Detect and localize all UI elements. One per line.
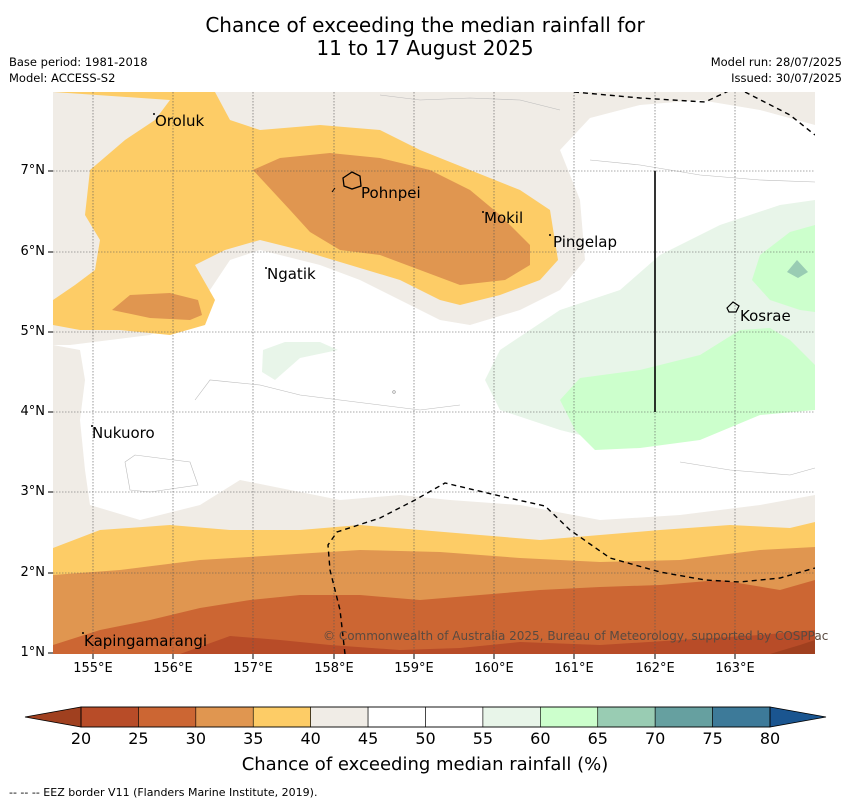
eez-footnote: -- -- -- EEZ border V11 (Flanders Marine…: [9, 786, 318, 799]
gridlines: [53, 92, 815, 654]
copyright-notice: © Commonwealth of Australia 2025, Bureau…: [323, 629, 829, 643]
mokil-marker: [482, 211, 484, 213]
place-label-nukuoro: Nukuoro: [92, 424, 155, 442]
pingelap-marker: [549, 234, 551, 236]
colorbar-cell: [712, 706, 771, 728]
lat-label-3n: 3°N: [20, 484, 46, 499]
lon-label-157e: 157°E: [233, 661, 273, 676]
lon-label-159e: 159°E: [394, 661, 434, 676]
colorbar-cells: [80, 706, 771, 728]
colorbar-tick-label: 45: [357, 729, 379, 748]
colorbar-tick-label: 70: [644, 729, 666, 748]
lat-label-7n: 7°N: [20, 163, 46, 178]
colorbar-cell: [80, 706, 139, 728]
lon-label-160e: 160°E: [474, 661, 514, 676]
eez-border: [327, 92, 815, 654]
lat-label-1n: 1°N: [20, 645, 46, 660]
colorbar-tick-label: 55: [472, 729, 494, 748]
lon-label-156e: 156°E: [153, 661, 193, 676]
colorbar-frame: [80, 706, 771, 728]
model-name: Model: ACCESS-S2: [9, 71, 116, 85]
title-line-1: Chance of exceeding the median rainfall …: [205, 13, 645, 37]
place-label-kapingamarangi: Kapingamarangi: [84, 632, 208, 650]
colorbar-right-arrow: [769, 706, 827, 728]
place-label-ngatik: Ngatik: [267, 265, 316, 283]
colorbar-cell: [195, 706, 254, 728]
meta-right: Model run: 28/07/2025 Issued: 30/07/2025: [711, 54, 842, 86]
colorbar-cell: [482, 706, 541, 728]
place-label-mokil: Mokil: [484, 209, 524, 227]
colorbar-title: Chance of exceeding median rainfall (%): [241, 754, 609, 775]
pohnpei-island-outline: [342, 171, 362, 190]
model-run: Model run: 28/07/2025: [710, 55, 842, 69]
lat-label-2n: 2°N: [20, 565, 46, 580]
kapingamarangi-marker: [82, 632, 84, 634]
ngatik-marker: [265, 267, 267, 269]
colorbar-cell: [425, 706, 484, 728]
colorbar-tick-label: 20: [70, 729, 92, 748]
lat-label-6n: 6°N: [20, 244, 46, 259]
issued-date: Issued: 30/07/2025: [731, 71, 842, 85]
lat-label-5n: 5°N: [20, 324, 46, 339]
lon-label-163e: 163°E: [715, 661, 755, 676]
colorbar-cell: [310, 706, 369, 728]
title-line-2: 11 to 17 August 2025: [316, 36, 534, 60]
rainfall-field: [53, 92, 815, 654]
colorbar-tick-label: 75: [702, 729, 723, 748]
colorbar-cell: [138, 706, 197, 728]
place-label-pohnpei: Pohnpei: [361, 184, 421, 202]
colorbar-cell: [252, 706, 311, 728]
ant-atoll-mark: [331, 187, 336, 193]
nukuoro-marker: [91, 425, 93, 427]
lon-label-155e: 155°E: [73, 661, 113, 676]
small-contour-mark: [392, 390, 396, 394]
colorbar-tick-label: 35: [243, 729, 264, 748]
lat-label-4n: 4°N: [20, 404, 46, 419]
base-period: Base period: 1981-2018: [9, 55, 148, 69]
colorbar-left-arrow: [24, 706, 82, 728]
colorbar-tick-label: 30: [185, 729, 206, 748]
map-title: Chance of exceeding the median rainfall …: [0, 14, 850, 60]
place-label-oroluk: Oroluk: [155, 112, 205, 130]
colorbar-tick-label: 50: [415, 729, 436, 748]
colorbar-cell: [367, 706, 426, 728]
colorbar-tick-label: 60: [530, 729, 551, 748]
colorbar: [24, 706, 827, 728]
colorbar-cell: [597, 706, 656, 728]
oroluk-marker: [153, 113, 155, 115]
meta-left: Base period: 1981-2018 Model: ACCESS-S2: [9, 54, 148, 86]
place-label-pingelap: Pingelap: [553, 233, 618, 251]
colorbar-tick-label: 65: [587, 729, 608, 748]
colorbar-cell: [540, 706, 599, 728]
colorbar-tick-label: 80: [759, 729, 781, 748]
lon-label-158e: 158°E: [314, 661, 354, 676]
axis-ticks: [48, 170, 736, 659]
colorbar-cell: [654, 706, 713, 728]
colorbar-tick-label: 40: [300, 729, 321, 748]
colorbar-tick-label: 25: [128, 729, 149, 748]
lon-label-161e: 161°E: [554, 661, 594, 676]
lon-label-162e: 162°E: [635, 661, 675, 676]
kosrae-island-outline: [726, 301, 740, 313]
place-label-kosrae: Kosrae: [740, 307, 791, 325]
